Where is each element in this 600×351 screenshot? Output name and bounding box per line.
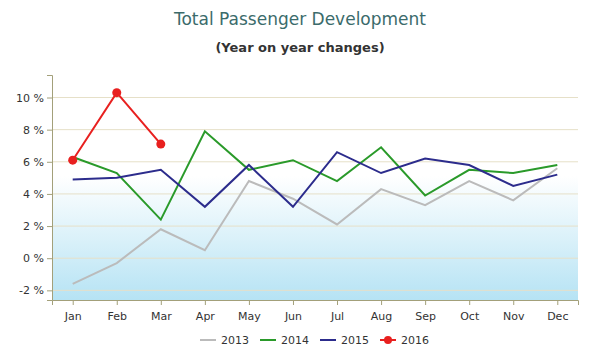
x-tick-label: Jan [64,310,82,323]
grid-line [52,226,578,227]
legend-swatch [200,339,216,341]
grid [52,98,578,291]
legend-marker [384,336,392,344]
y-tick: -2 % [19,284,52,297]
y-axis-line [47,76,53,301]
x-tick: Dec [547,300,568,323]
legend-swatch [260,339,276,341]
x-tick: Sep [415,300,436,323]
x-tick-mark [73,300,74,305]
x-tick-mark [381,300,382,305]
y-tick-mark [47,98,52,99]
plot-background [52,75,578,300]
y-tick-label: -2 % [19,284,44,297]
x-tick-mark [469,300,470,305]
plot: -2 % 0 % 2 % 4 % 6 % 8 % 10 % Jan Feb Mar Apr May Ju… [16,75,578,323]
x-tick-mark [513,300,514,305]
x-tick: Jan [64,300,82,323]
x-tick: Nov [503,300,525,323]
series-marker [112,88,121,97]
x-tick-label: Feb [108,310,127,323]
x-tick: Oct [460,300,480,323]
y-tick-label: 10 % [16,92,44,105]
x-tick: Apr [196,300,216,323]
legend-label: 2015 [341,334,369,347]
x-tick-mark [425,300,426,305]
legend-label: 2014 [281,334,309,347]
legend: 2013 2014 2015 2016 [200,334,429,347]
series-group [68,88,557,284]
y-tick-mark [47,194,52,195]
y-tick: 0 % [23,252,52,265]
x-tick-label: May [238,310,261,323]
subtitle: (Year on year changes) [215,40,384,55]
x-tick: Feb [108,300,127,323]
x-tick: Mar [151,300,172,323]
grid-line [52,258,578,259]
x-tick-mark [337,300,338,305]
legend-swatch [320,339,336,341]
x-axis: Jan Feb Mar Apr May Jun Jul Aug Sep Oct Nov Dec [53,300,579,323]
x-tick: May [238,300,261,323]
x-tick-label: Sep [415,310,436,323]
legend-label: 2013 [221,334,249,347]
y-tick-mark [47,162,52,163]
y-tick-mark [47,130,52,131]
legend-item: 2014 [260,334,309,347]
y-tick: 8 % [23,124,52,137]
grid-line [52,97,578,98]
grid-line [52,161,578,162]
grid-line [52,129,578,130]
x-tick-label: Jun [284,310,302,323]
legend-label: 2016 [401,334,429,347]
chart: Total Passenger Development (Year on year… [0,0,600,351]
x-tick-mark [161,300,162,305]
legend-item: 2013 [200,334,249,347]
x-tick-label: Nov [503,310,525,323]
y-tick-mark [47,290,52,291]
legend-item: 2015 [320,334,369,347]
x-tick-mark [205,300,206,305]
series-line [73,152,558,207]
x-tick: Jun [284,300,302,323]
y-tick-label: 8 % [23,124,44,137]
y-axis: -2 % 0 % 2 % 4 % 6 % 8 % 10 % [16,76,52,301]
x-tick-label: Oct [460,310,480,323]
x-tick-label: Apr [196,310,216,323]
x-tick-mark [117,300,118,305]
x-tick-label: Mar [151,310,172,323]
x-tick-label: Dec [547,310,568,323]
y-tick: 6 % [23,156,52,169]
title: Total Passenger Development [173,9,426,29]
series-line [73,93,161,161]
x-tick-label: Jul [330,310,344,323]
x-tick-mark [557,300,558,305]
x-tick-mark [249,300,250,305]
x-axis-line [53,301,579,306]
grid-line [52,290,578,291]
y-tick-label: 0 % [23,252,44,265]
y-tick-label: 6 % [23,156,44,169]
series-line [73,168,558,284]
y-tick: 10 % [16,92,52,105]
y-tick-mark [47,258,52,259]
y-tick-label: 2 % [23,220,44,233]
series-marker [68,156,77,165]
series-marker [156,140,165,149]
x-tick: Aug [371,300,392,323]
y-tick-label: 4 % [23,188,44,201]
x-tick-mark [293,300,294,305]
y-tick-mark [47,226,52,227]
y-tick: 4 % [23,188,52,201]
series-line [73,131,558,219]
legend-item: 2016 [380,334,429,347]
x-tick: Jul [330,300,344,323]
y-tick: 2 % [23,220,52,233]
x-tick-label: Aug [371,310,392,323]
